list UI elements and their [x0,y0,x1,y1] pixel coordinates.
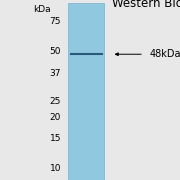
Bar [68,3,104,180]
Text: 10: 10 [50,164,61,173]
Text: 15: 15 [50,134,61,143]
Text: 37: 37 [50,69,61,78]
Text: 48kDa: 48kDa [149,49,180,59]
Text: 50: 50 [50,47,61,56]
Text: 25: 25 [50,97,61,106]
Text: Western Blot: Western Blot [112,0,180,10]
Text: 20: 20 [50,113,61,122]
Text: 75: 75 [50,17,61,26]
Text: kDa: kDa [33,5,50,14]
